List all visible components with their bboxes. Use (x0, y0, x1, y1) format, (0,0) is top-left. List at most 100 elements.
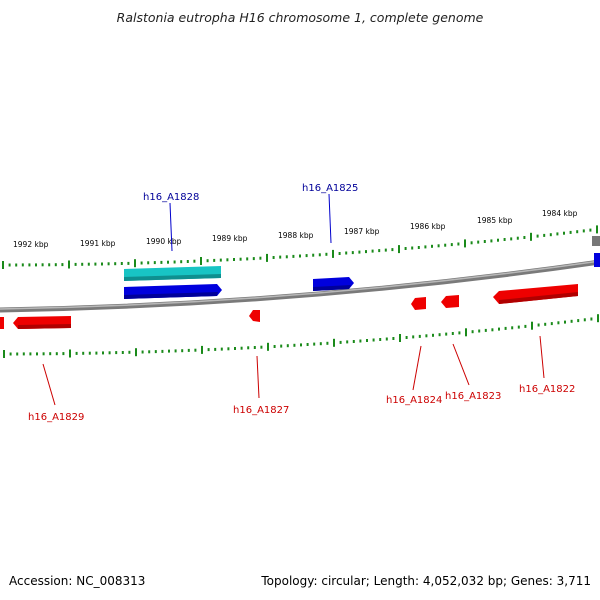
scale-tick-minor (543, 233, 546, 237)
gene-label[interactable]: h16_A1828 (143, 192, 199, 203)
scale-tick-minor (325, 252, 328, 256)
scale-tick-minor (516, 236, 519, 240)
scale-tick-major (69, 349, 71, 358)
scale-tick-minor (62, 352, 65, 356)
chromosome-backbone (0, 259, 600, 313)
scale-tick-minor (550, 322, 553, 326)
scale-tick-minor (510, 237, 513, 241)
scale-tick-minor (392, 337, 395, 340)
scale-tick-minor (36, 352, 38, 356)
scale-tick-minor (259, 256, 262, 260)
gene-arrow[interactable] (0, 317, 4, 329)
scale-tick-minor (582, 229, 585, 233)
scale-tick-minor (458, 331, 461, 335)
scale-tick-minor (358, 250, 361, 254)
scale-tick-major (398, 245, 400, 254)
forward-genes (124, 236, 600, 299)
scale-tick-minor (186, 260, 189, 263)
kbp-label: 1984 kbp (542, 209, 578, 218)
gene-label[interactable]: h16_A1824 (386, 395, 442, 406)
scale-tick-minor (219, 258, 222, 262)
scale-tick-minor (365, 250, 367, 254)
kbp-label: 1985 kbp (477, 216, 513, 225)
gene-label[interactable]: h16_A1823 (445, 391, 501, 402)
scale-tick-minor (48, 263, 51, 267)
scale-tick-minor (120, 262, 123, 265)
leader-line (452, 343, 470, 386)
scale-tick-minor (478, 329, 481, 333)
leader-line (42, 363, 56, 406)
scale-tick-minor (253, 346, 256, 349)
scale-tick-minor (563, 231, 565, 235)
scale-tick-minor (589, 228, 592, 232)
map-title: Ralstonia eutropha H16 chromosome 1, com… (116, 10, 484, 25)
scale-tick-minor (193, 259, 196, 263)
scale-tick-minor (359, 339, 362, 343)
scale-tick-minor (366, 339, 368, 342)
scale-tick-minor (511, 326, 514, 330)
gene-arrow[interactable] (594, 253, 600, 267)
scale-tick-minor (345, 251, 348, 255)
scale-tick-major (531, 321, 533, 330)
scale-tick-minor (431, 244, 433, 248)
scale-tick-major (464, 239, 466, 248)
gene-label[interactable]: h16_A1822 (519, 384, 575, 395)
reverse-genes (0, 284, 578, 329)
scale-tick-minor (260, 345, 263, 349)
scale-tick-minor (239, 257, 242, 261)
scale-tick-major (3, 350, 5, 358)
scale-tick-minor (108, 351, 111, 355)
kbp-label: 1987 kbp (344, 227, 380, 236)
scale-tick-minor (490, 239, 493, 243)
scale-tick-minor (160, 260, 163, 264)
gene-arrow-shade (124, 292, 218, 299)
scale-tick-minor (227, 347, 230, 351)
scale-tick-minor (286, 344, 289, 348)
gene-label[interactable]: h16_A1827 (233, 405, 289, 416)
scale-tick-minor (549, 233, 552, 237)
gene-label[interactable]: h16_A1829 (28, 412, 84, 423)
gene-arrow-shade (18, 324, 71, 329)
scale-tick-minor (432, 333, 434, 337)
scale-tick-minor (180, 260, 183, 264)
scale-tick-major (465, 328, 467, 337)
scale-tick-minor (412, 335, 415, 339)
scale-tick-minor (207, 348, 210, 352)
scale-tick-minor (306, 343, 309, 346)
scale-tick-minor (206, 259, 209, 263)
scale-tick-minor (378, 249, 381, 253)
scale-tick-minor (417, 246, 420, 249)
gene-arrow[interactable] (249, 310, 260, 322)
scale-tick-minor (537, 323, 540, 327)
scale-tick-minor (351, 251, 354, 255)
scale-tick-minor (252, 257, 255, 261)
scale-tick-minor (128, 350, 131, 354)
scale-tick-minor (107, 262, 110, 266)
scale-tick-minor (477, 240, 480, 244)
scale-tick-minor (470, 241, 473, 245)
scale-tick-minor (556, 232, 559, 236)
scale-tick-major (333, 338, 335, 347)
scale-tick-minor (557, 321, 560, 325)
scale-tick-minor (457, 242, 460, 246)
kbp-label: 1988 kbp (278, 231, 314, 240)
scale-tick-minor (385, 337, 388, 341)
gene-arrow[interactable] (411, 297, 426, 310)
scale-tick-minor (319, 342, 322, 346)
scale-tick-minor (61, 263, 64, 267)
gene-arrow[interactable] (441, 295, 459, 308)
gene-label[interactable]: h16_A1825 (302, 183, 358, 194)
scale-tick-minor (300, 343, 302, 347)
scale-tick-minor (498, 327, 500, 331)
scale-tick-minor (272, 256, 275, 259)
scale-ticks-reverse (3, 314, 599, 358)
scale-tick-minor (590, 317, 593, 321)
gene-arrow-shade (592, 236, 600, 246)
scale-tick-minor (194, 348, 197, 352)
kbp-label: 1992 kbp (13, 240, 49, 249)
scale-tick-minor (153, 261, 156, 265)
scale-tick-minor (240, 346, 243, 350)
scale-tick-major (134, 259, 136, 268)
scale-tick-minor (41, 263, 44, 267)
